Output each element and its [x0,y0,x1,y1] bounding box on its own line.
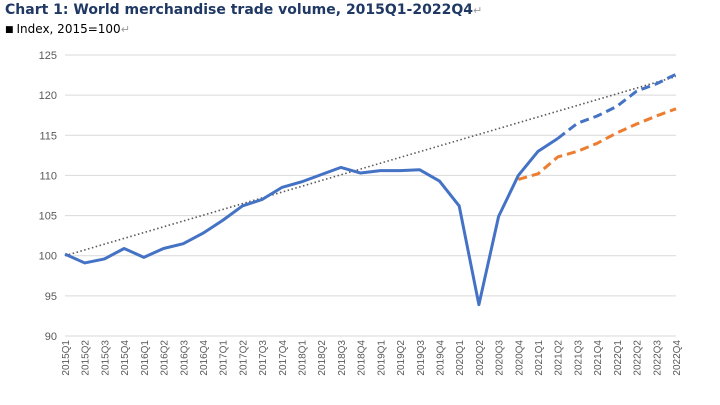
series-line-orange-dashed [517,107,677,181]
y-axis-ticks: 90 95 100 105 110 115 120 125 [39,50,57,343]
x-tick-label: 2019Q1 [376,340,387,376]
x-tick-label: 2015Q3 [100,340,111,376]
series-line-actual [64,137,559,307]
y-tick-label: 110 [39,170,57,182]
bullet-square-icon: ■ [5,25,14,35]
x-tick-label: 2022Q2 [633,340,644,376]
x-tick-label: 2015Q2 [81,340,92,376]
chart-subtitle: ■ Index, 2015=100↵ [5,22,130,36]
y-tick-label: 125 [39,50,57,62]
gridlines [65,54,676,337]
x-tick-label: 2017Q2 [238,340,249,376]
series-line-blue-dashed [556,72,677,140]
paragraph-mark-icon: ↵ [120,23,130,36]
x-tick-label: 2020Q2 [475,340,486,376]
y-tick-label: 115 [39,130,57,142]
x-tick-label: 2021Q1 [534,340,545,376]
x-tick-label: 2016Q1 [140,340,151,376]
x-tick-label: 2022Q3 [652,340,663,376]
x-tick-label: 2021Q3 [573,340,584,376]
x-tick-label: 2017Q3 [258,340,269,376]
y-tick-label: 120 [39,90,57,102]
y-tick-label: 95 [45,291,57,303]
paragraph-mark-icon: ↵ [472,4,483,17]
x-tick-label: 2019Q4 [435,340,446,376]
x-tick-label: 2019Q3 [416,340,427,376]
x-tick-label: 2017Q4 [278,340,289,376]
x-tick-label: 2020Q4 [514,340,525,376]
x-tick-label: 2019Q2 [396,340,407,376]
x-axis-ticks: 2015Q1 2015Q2 2015Q3 2015Q4 2016Q1 2016Q2 2016… [61,340,683,376]
x-tick-label: 2022Q4 [672,340,683,376]
x-tick-label: 2015Q1 [61,340,72,376]
chart-title: Chart 1: World merchandise trade volume,… [5,2,483,18]
x-tick-label: 2021Q2 [554,340,565,376]
x-tick-label: 2015Q4 [120,340,131,376]
x-tick-label: 2018Q3 [337,340,348,376]
x-tick-label: 2018Q2 [317,340,328,376]
series-lines [64,72,677,307]
x-tick-label: 2020Q3 [495,340,506,376]
x-tick-label: 2020Q1 [455,340,466,376]
x-tick-label: 2018Q1 [298,340,309,376]
y-tick-label: 100 [39,251,57,263]
series-line-trend [64,75,677,257]
x-tick-label: 2018Q4 [357,340,368,376]
x-tick-label: 2016Q2 [160,340,171,376]
y-tick-label: 105 [39,211,57,223]
x-tick-label: 2021Q4 [593,340,604,376]
x-tick-label: 2017Q1 [219,340,230,376]
y-tick-label: 90 [45,331,57,343]
x-tick-label: 2022Q1 [613,340,624,376]
x-tick-label: 2016Q3 [179,340,190,376]
x-tick-label: 2016Q4 [199,340,210,376]
